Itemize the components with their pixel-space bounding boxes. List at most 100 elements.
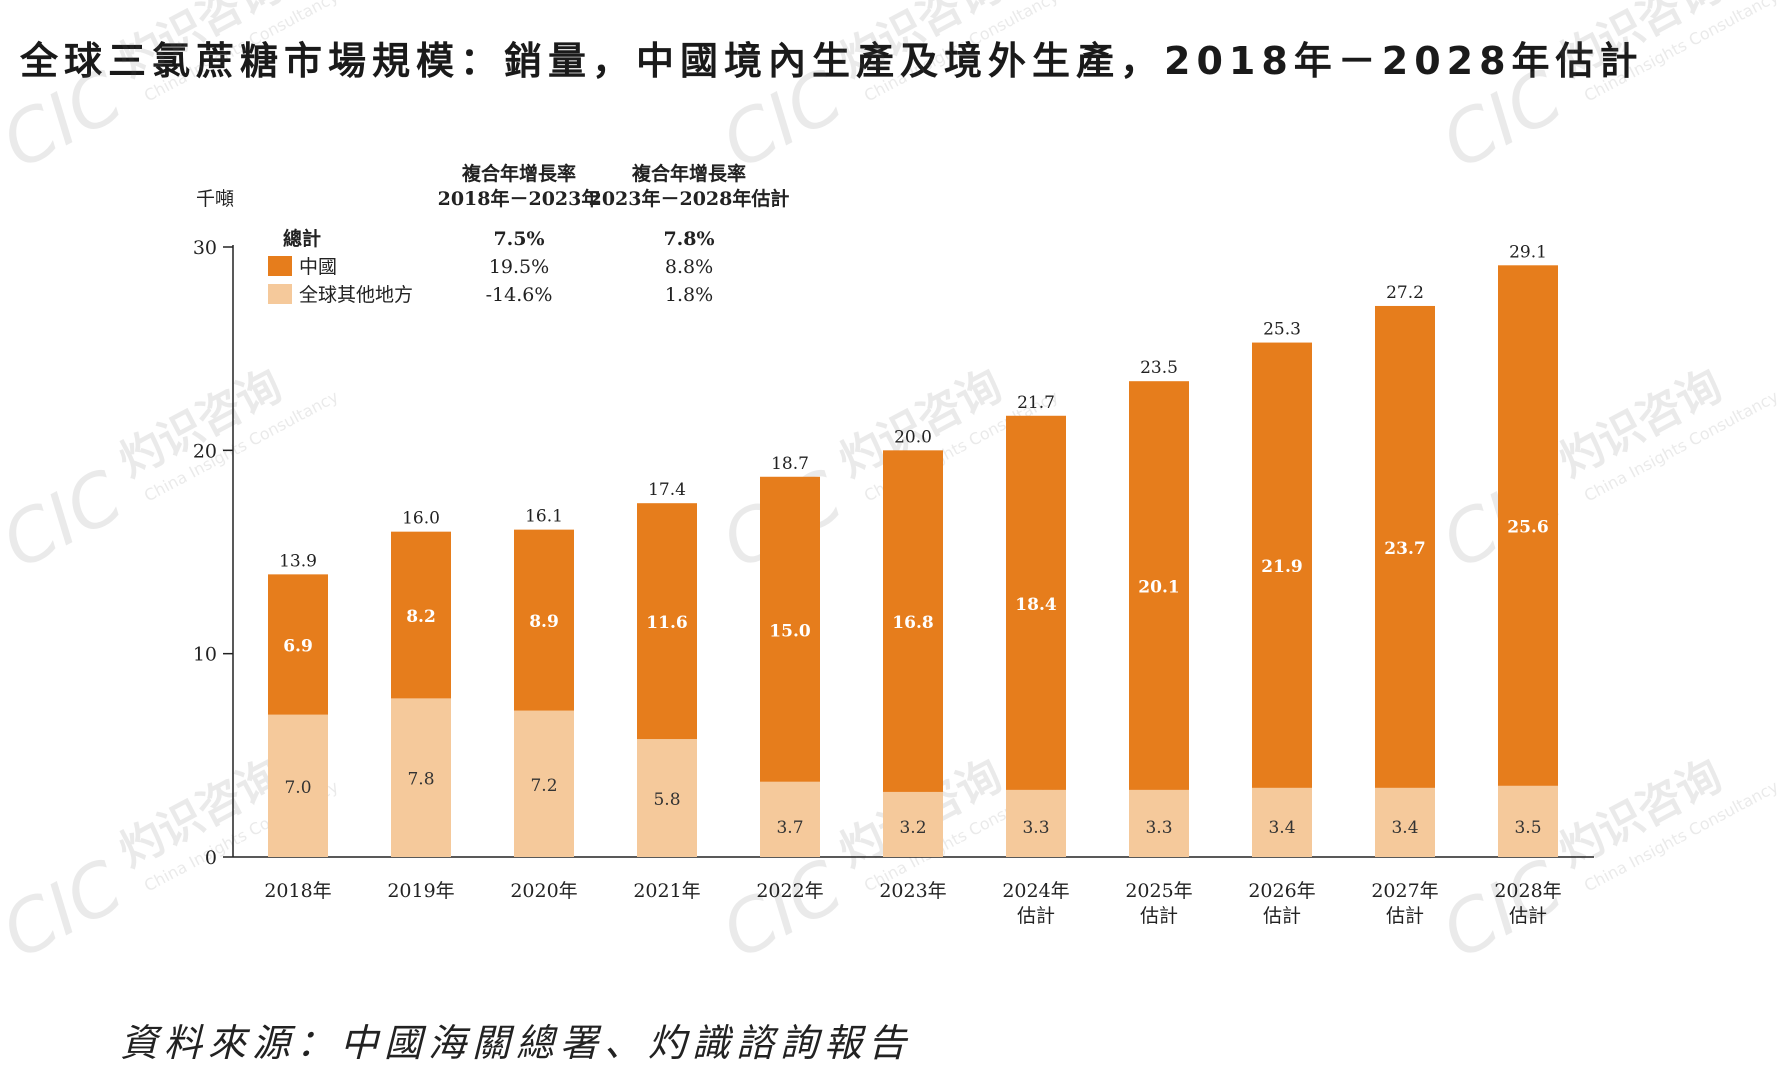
y-tick-label: 30 — [193, 237, 217, 259]
bar-rest-of-world — [391, 698, 451, 857]
data-label-rest-of-world: 3.4 — [1391, 818, 1418, 838]
data-label-rest-of-world: 7.2 — [530, 776, 557, 796]
y-tick-label: 20 — [193, 440, 217, 462]
data-label-china: 8.2 — [406, 607, 436, 627]
data-label-rest-of-world: 5.8 — [653, 790, 680, 810]
cagr-value: 7.8% — [663, 228, 714, 250]
cagr-header-line2: 2023年－2028年估計 — [589, 187, 790, 210]
data-label-rest-of-world: 3.4 — [1268, 818, 1295, 838]
cagr-value: 1.8% — [665, 284, 713, 306]
bar-rest-of-world — [268, 714, 328, 857]
x-tick-label: 2022年 — [756, 880, 823, 902]
cagr-value: 8.8% — [665, 256, 713, 278]
data-label-rest-of-world: 3.3 — [1145, 818, 1172, 838]
y-tick-label: 0 — [205, 847, 217, 869]
data-label-rest-of-world: 3.2 — [899, 818, 926, 838]
source-note: 資料來源：中國海關總署、灼識諮詢報告 — [120, 1021, 913, 1065]
bar-china — [1498, 265, 1558, 786]
x-tick-label: 2028年 — [1494, 880, 1561, 902]
legend-swatch — [268, 256, 292, 276]
data-label-total: 21.7 — [1017, 393, 1055, 413]
bar-rest-of-world — [1006, 789, 1066, 857]
watermark-mark: CIC — [0, 53, 136, 185]
data-label-china: 18.4 — [1015, 595, 1057, 615]
data-label-rest-of-world: 3.7 — [776, 818, 803, 838]
cagr-value: 19.5% — [489, 256, 549, 278]
bar-rest-of-world — [1129, 789, 1189, 857]
y-tick-label: 10 — [193, 644, 217, 666]
data-label-china: 23.7 — [1384, 539, 1425, 559]
x-tick-label: 2020年 — [510, 880, 577, 902]
bar-china — [1375, 305, 1435, 788]
bar-rest-of-world — [1252, 787, 1312, 857]
bar-china — [391, 531, 451, 699]
data-label-rest-of-world: 3.5 — [1514, 818, 1541, 838]
watermark-mark: CIC — [0, 453, 136, 585]
watermark-mark: CIC — [0, 843, 136, 975]
bar-china — [1129, 381, 1189, 790]
bar-rest-of-world — [514, 710, 574, 857]
data-label-total: 29.1 — [1509, 242, 1547, 262]
data-label-total: 17.4 — [648, 480, 686, 500]
bar-china — [637, 503, 697, 740]
x-tick-label: 2018年 — [264, 880, 331, 902]
data-label-china: 6.9 — [283, 637, 313, 657]
legend-entry-label: 中國 — [299, 256, 337, 278]
watermark-mark: CIC — [1429, 843, 1577, 975]
data-label-china: 16.8 — [892, 613, 933, 633]
bar-china — [760, 476, 820, 782]
x-tick-label: 2026年 — [1248, 880, 1315, 902]
x-tick-label: 估計 — [1386, 905, 1424, 927]
data-label-china: 11.6 — [646, 613, 687, 633]
cagr-value: -14.6% — [486, 284, 553, 306]
cagr-header-line2: 2018年－2023年 — [438, 187, 601, 210]
x-tick-label: 2025年 — [1125, 880, 1192, 902]
bar-rest-of-world — [1498, 785, 1558, 857]
x-tick-label: 估計 — [1017, 905, 1055, 927]
bar-rest-of-world — [637, 739, 697, 857]
data-label-china: 20.1 — [1138, 578, 1179, 598]
bar-rest-of-world — [1375, 787, 1435, 857]
bar-china — [514, 529, 574, 711]
x-tick-label: 估計 — [1263, 905, 1301, 927]
cagr-table: 複合年增長率2018年－2023年複合年增長率2023年－2028年估計7.5%… — [438, 162, 790, 306]
data-label-total: 13.9 — [279, 551, 317, 571]
bar-rest-of-world — [760, 781, 820, 857]
cagr-value: 7.5% — [493, 228, 544, 250]
watermark-mark: CIC — [1429, 53, 1577, 185]
data-label-china: 21.9 — [1261, 557, 1302, 577]
legend-swatch — [268, 284, 292, 304]
x-tick-label: 2027年 — [1371, 880, 1438, 902]
chart-bars: 7.0 6.9 13.9 2018年 7.8 8.2 16.0 2019年 7.2 8.9 16.1… — [264, 242, 1561, 927]
data-label-rest-of-world: 3.3 — [1022, 818, 1049, 838]
bar-china — [1006, 415, 1066, 790]
bar-rest-of-world — [883, 791, 943, 857]
data-label-china: 8.9 — [529, 612, 559, 632]
legend-entry-label: 全球其他地方 — [299, 284, 413, 306]
x-tick-label: 2021年 — [633, 880, 700, 902]
chart-axes: 0 10 20 30 千噸 — [193, 188, 1594, 869]
bar-china — [268, 574, 328, 715]
watermark-mark: CIC — [709, 843, 857, 975]
data-label-total: 16.0 — [402, 509, 440, 529]
bar-china — [883, 450, 943, 792]
cagr-header-line1: 複合年增長率 — [631, 162, 746, 185]
data-label-total: 18.7 — [771, 454, 809, 474]
data-label-total: 25.3 — [1263, 320, 1301, 340]
legend-total-label: 總計 — [283, 227, 321, 250]
cagr-header-line1: 複合年增長率 — [461, 162, 576, 185]
data-label-total: 16.1 — [525, 507, 563, 527]
x-tick-label: 估計 — [1140, 905, 1178, 927]
data-label-rest-of-world: 7.0 — [284, 778, 311, 798]
y-axis-unit: 千噸 — [196, 188, 234, 210]
x-tick-label: 2023年 — [879, 880, 946, 902]
data-label-total: 27.2 — [1386, 283, 1424, 303]
